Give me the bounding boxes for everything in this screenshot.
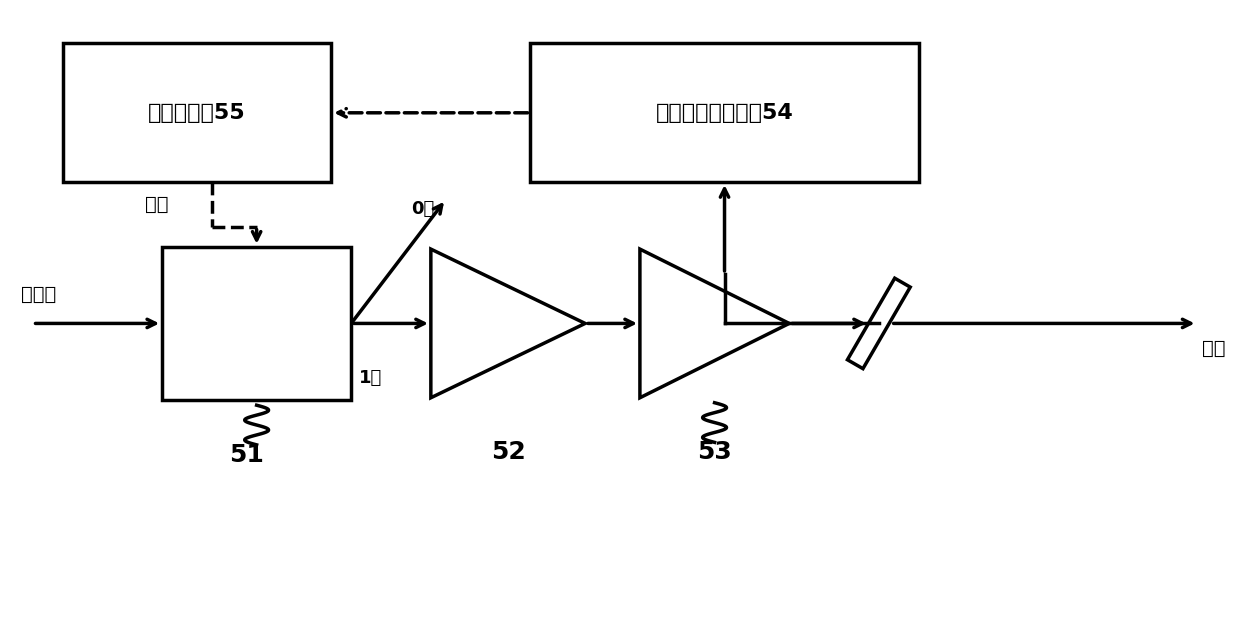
Text: 输出: 输出 [1202, 339, 1225, 358]
Text: 0级: 0级 [411, 201, 434, 218]
Text: 51: 51 [229, 443, 264, 467]
Bar [530, 44, 918, 182]
Text: 自参考零频探测装54: 自参考零频探测装54 [655, 103, 793, 123]
Text: 滤波放大妒55: 滤波放大妒55 [149, 103, 245, 123]
Text: 53: 53 [698, 440, 732, 464]
Bar [62, 44, 331, 182]
Text: 1级: 1级 [359, 369, 383, 387]
Text: 种子光: 种子光 [21, 285, 56, 304]
Polygon shape [847, 278, 911, 369]
Bar [162, 247, 351, 400]
Polygon shape [431, 249, 585, 398]
Text: 52: 52 [491, 440, 525, 464]
Text: 驱动: 驱动 [145, 195, 169, 214]
Polygon shape [639, 249, 789, 398]
